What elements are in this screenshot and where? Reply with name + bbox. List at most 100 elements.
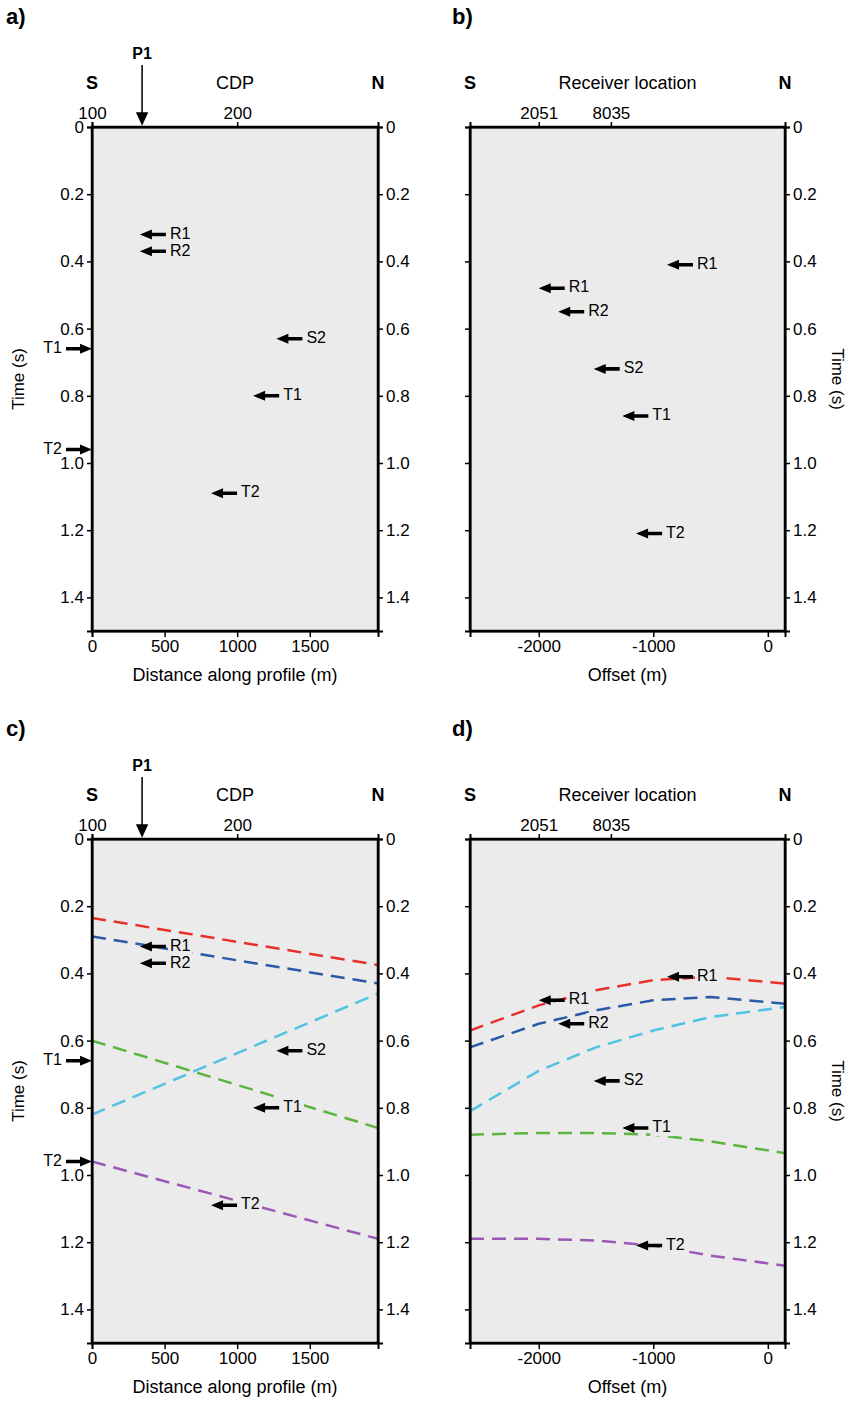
label-patch	[586, 301, 611, 320]
tick-label: 0	[793, 830, 802, 849]
x-axis: 050010001500	[88, 1343, 379, 1368]
label-patch	[567, 277, 592, 296]
tick: 1500	[291, 1343, 329, 1368]
tick: 8035	[592, 816, 630, 839]
annotation-arrow	[140, 942, 166, 952]
tick: 0.4	[60, 964, 92, 983]
tick: 0.8	[60, 387, 92, 406]
annotation-label: R1	[170, 937, 191, 954]
tick-label: 0	[793, 118, 802, 137]
panel-letter: b)	[452, 4, 473, 29]
tick: 1000	[219, 631, 257, 656]
tick-label: 0.4	[793, 964, 817, 983]
tick: 0	[764, 631, 773, 656]
annotation-arrow	[140, 958, 166, 968]
y-axis-left: 00.20.40.60.81.01.21.4	[60, 830, 92, 1344]
tick-label: 0.2	[60, 897, 84, 916]
annotation-label: T2	[666, 1236, 685, 1253]
tick-label: 1.0	[60, 1166, 84, 1185]
annotations: R1R2T1S2T1T2T2	[43, 936, 328, 1214]
tick-label: 8035	[592, 816, 630, 835]
panel-letter: d)	[452, 716, 473, 741]
tick-label: 1.2	[793, 521, 817, 540]
tick: 1.4	[378, 588, 410, 607]
tick-label: 1.2	[386, 521, 410, 540]
tick: 1.2	[785, 521, 817, 540]
tick: 1500	[291, 631, 329, 656]
y-axis-right: 00.20.40.60.81.01.21.4	[785, 118, 817, 632]
plot-frame	[470, 839, 785, 1343]
tick-label: -1000	[632, 637, 675, 656]
horizon-line	[92, 1162, 378, 1239]
tick-label: 0.2	[386, 185, 410, 204]
tick: 1.0	[378, 454, 410, 473]
direction-label: S	[86, 785, 98, 805]
annotation-label: S2	[624, 1071, 644, 1088]
tick-label: 2051	[520, 816, 558, 835]
y-axis-right: 00.20.40.60.81.01.21.4	[378, 118, 410, 632]
annotation-label: T1	[43, 339, 62, 356]
x-axis-title: Distance along profile (m)	[132, 1377, 337, 1397]
tick: 500	[151, 631, 179, 656]
y-axis-left: 00.20.40.60.81.01.21.4	[60, 118, 92, 632]
tick: 500	[151, 1343, 179, 1368]
tick: 1.4	[785, 1300, 817, 1319]
annotation-arrow	[539, 995, 565, 1005]
annotation-arrow	[140, 230, 166, 240]
tick: 1.0	[60, 1166, 92, 1185]
tick: 1.2	[60, 521, 92, 540]
tick: 0	[785, 830, 802, 849]
x2-axis-title: CDP	[216, 785, 254, 805]
horizon-line	[92, 936, 378, 983]
tick-label: 0	[75, 118, 84, 137]
label-patch	[281, 1097, 304, 1116]
tick-label: 0.2	[386, 897, 410, 916]
marker-label: P1	[132, 757, 152, 774]
annotation-label: R2	[170, 242, 191, 259]
tick-label: 1.2	[60, 521, 84, 540]
tick-label: 2051	[520, 104, 558, 123]
annotation-arrow	[66, 1056, 92, 1066]
tick: 1.0	[60, 454, 92, 473]
label-patch	[622, 358, 646, 377]
label-patch	[168, 224, 193, 243]
tick-label: 0.6	[60, 1032, 84, 1051]
tick: 0	[75, 830, 92, 849]
annotations: R1R1R2S2T1T2	[539, 966, 720, 1254]
tick-label: 0.6	[793, 320, 817, 339]
tick-label: -2000	[517, 637, 560, 656]
tick: 1.2	[378, 521, 410, 540]
annotation-label: S2	[624, 359, 644, 376]
annotation-label: T2	[241, 483, 260, 500]
annotation-arrow	[594, 364, 620, 374]
annotation-label: T1	[283, 386, 302, 403]
tick-label: 500	[151, 637, 179, 656]
tick: -1000	[632, 631, 675, 656]
tick-label: 200	[223, 104, 251, 123]
tick-label: 0.8	[793, 387, 817, 406]
tick: 0.2	[60, 897, 92, 916]
tick: 2051	[520, 816, 558, 839]
tick: 0.6	[785, 320, 817, 339]
tick-label: 1.4	[386, 1300, 410, 1319]
horizon-line	[470, 997, 785, 1047]
annotation-arrow	[140, 246, 166, 256]
tick: 0.2	[785, 185, 817, 204]
tick-label: 0.4	[386, 252, 410, 271]
tick-label: 1.4	[60, 1300, 84, 1319]
tick-label: 0.8	[386, 1099, 410, 1118]
tick: 0.4	[378, 964, 410, 983]
horizon-line	[92, 918, 378, 965]
tick: -2000	[517, 631, 560, 656]
x-axis: 050010001500	[88, 631, 379, 656]
label-patch	[664, 523, 687, 542]
direction-label: N	[779, 73, 792, 93]
tick-label: 0	[386, 118, 395, 137]
figure: 05001000150010020000.20.40.60.81.01.21.4…	[0, 0, 848, 1425]
tick: 0.6	[785, 1032, 817, 1051]
panel-letter: a)	[6, 4, 26, 29]
tick-label: 0.4	[60, 252, 84, 271]
tick: 0.8	[60, 1099, 92, 1118]
label-patch	[664, 1235, 687, 1254]
annotation-label: R2	[588, 1014, 609, 1031]
